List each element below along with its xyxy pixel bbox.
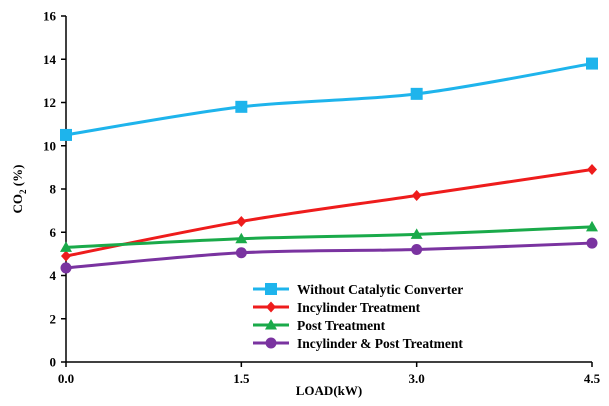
- series-line-1: [65, 62, 593, 137]
- x-tick-label: 0.0: [58, 371, 74, 386]
- legend-marker-2: [266, 301, 276, 313]
- data-point-s4-1: [60, 262, 72, 274]
- y-tick-label: 8: [50, 182, 57, 197]
- y-tick-label: 16: [43, 9, 57, 24]
- y-axis-title: CO2 (%): [10, 165, 28, 214]
- data-point-s1-3: [410, 87, 423, 100]
- data-point-s3-4: [586, 220, 598, 232]
- legend-label-4: Incylinder & Post Treatment: [297, 336, 463, 351]
- data-point-s2-3: [411, 189, 422, 201]
- x-axis-title: LOAD(kW): [296, 383, 362, 398]
- legend-label-2: Incylinder Treatment: [297, 300, 421, 315]
- data-point-s3-3: [410, 228, 423, 239]
- legend-marker-3: [265, 319, 277, 330]
- legend-marker-4: [265, 337, 277, 349]
- data-point-s3-1: [60, 241, 72, 252]
- data-point-s4-4: [586, 237, 598, 249]
- series-markers: [60, 57, 598, 274]
- y-tick-label: 12: [43, 95, 56, 110]
- y-tick-label: 6: [50, 225, 57, 240]
- x-tick-label: 3.0: [409, 371, 425, 386]
- y-tick-label: 0: [50, 355, 57, 370]
- data-point-s1-1: [60, 128, 72, 141]
- x-tick-label: 4.5: [584, 371, 601, 386]
- data-point-s2-2: [236, 215, 247, 227]
- data-point-s2-4: [587, 164, 597, 176]
- legend-label-1: Without Catalytic Converter: [297, 282, 463, 297]
- data-point-s4-3: [411, 244, 423, 256]
- data-point-s1-2: [235, 100, 248, 113]
- y-tick-label: 10: [43, 138, 56, 153]
- y-axis-title-main: CO: [10, 194, 25, 214]
- series-line-4: [65, 241, 593, 270]
- y-tick-label: 14: [43, 52, 57, 67]
- data-point-s4-2: [235, 247, 247, 259]
- x-tick-label: 1.5: [233, 371, 250, 386]
- series-lines: [65, 62, 593, 270]
- y-tick-label: 2: [50, 311, 57, 326]
- legend: Without Catalytic Converter Incylinder Tr…: [253, 282, 463, 351]
- y-axis-title-suffix: (%): [10, 165, 25, 190]
- legend-marker-1: [265, 283, 277, 295]
- data-point-s1-4: [586, 57, 598, 70]
- data-point-s3-2: [235, 232, 248, 244]
- data-point-s2-1: [61, 250, 71, 262]
- y-axis-title-subscript: 2: [18, 189, 28, 194]
- legend-label-3: Post Treatment: [297, 318, 386, 333]
- series-line-2: [65, 168, 593, 258]
- y-tick-label: 4: [50, 268, 57, 283]
- series-line-3: [65, 225, 593, 249]
- axes: 0 2 4 6 8 10 12 14 16 0.0 1.5 3.0 4.5: [43, 9, 601, 387]
